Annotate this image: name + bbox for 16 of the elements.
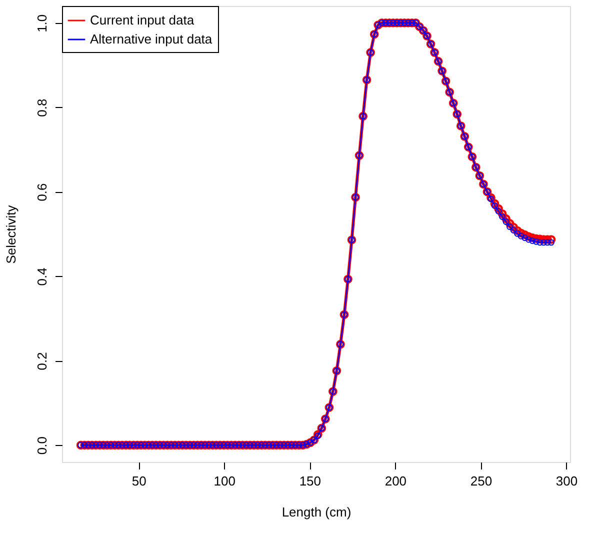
x-tick-label: 300 (556, 474, 578, 488)
y-tick-label: 1.0 (34, 14, 50, 32)
x-tick-label: 100 (214, 474, 236, 488)
legend-label: Alternative input data (90, 32, 213, 46)
y-tick-label: 0.0 (34, 436, 50, 455)
y-tick-label: 0.2 (34, 352, 50, 370)
legend-label: Current input data (90, 12, 195, 28)
y-tick-label: 0.6 (34, 183, 50, 202)
x-tick-label: 50 (132, 474, 146, 488)
x-tick-label: 250 (470, 474, 492, 488)
x-tick-label: 150 (299, 474, 322, 488)
y-tick-label: 0.4 (34, 268, 50, 286)
y-axis-title: Selectivity (4, 204, 18, 264)
x-axis-title: Length (cm) (282, 504, 352, 520)
x-tick-label: 200 (384, 474, 407, 488)
y-tick-label: 0.8 (34, 98, 50, 117)
